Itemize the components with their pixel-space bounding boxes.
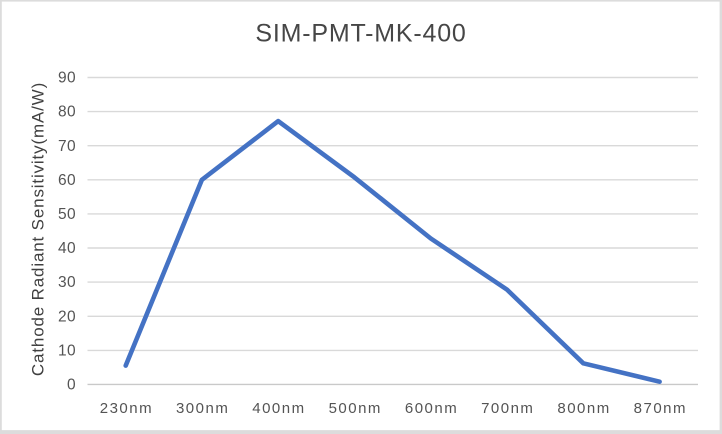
svg-text:50: 50 <box>58 206 76 223</box>
svg-text:600nm: 600nm <box>405 400 458 417</box>
svg-text:230nm: 230nm <box>100 400 153 417</box>
svg-text:700nm: 700nm <box>481 400 534 417</box>
svg-text:400nm: 400nm <box>252 400 305 417</box>
svg-text:800nm: 800nm <box>557 400 610 417</box>
svg-text:90: 90 <box>58 70 76 87</box>
svg-text:60: 60 <box>58 172 76 189</box>
svg-text:300nm: 300nm <box>176 400 229 417</box>
svg-text:0: 0 <box>67 377 76 394</box>
svg-text:80: 80 <box>58 104 76 121</box>
svg-text:500nm: 500nm <box>329 400 382 417</box>
svg-text:870nm: 870nm <box>634 400 687 417</box>
svg-text:Cathode Radiant Sensitivity(mA: Cathode Radiant Sensitivity(mA/W) <box>29 82 48 376</box>
svg-text:20: 20 <box>58 308 76 325</box>
svg-text:10: 10 <box>58 343 76 360</box>
svg-text:70: 70 <box>58 138 76 155</box>
svg-text:40: 40 <box>58 240 76 257</box>
svg-text:SIM-PMT-MK-400: SIM-PMT-MK-400 <box>255 20 466 48</box>
svg-text:30: 30 <box>58 274 76 291</box>
